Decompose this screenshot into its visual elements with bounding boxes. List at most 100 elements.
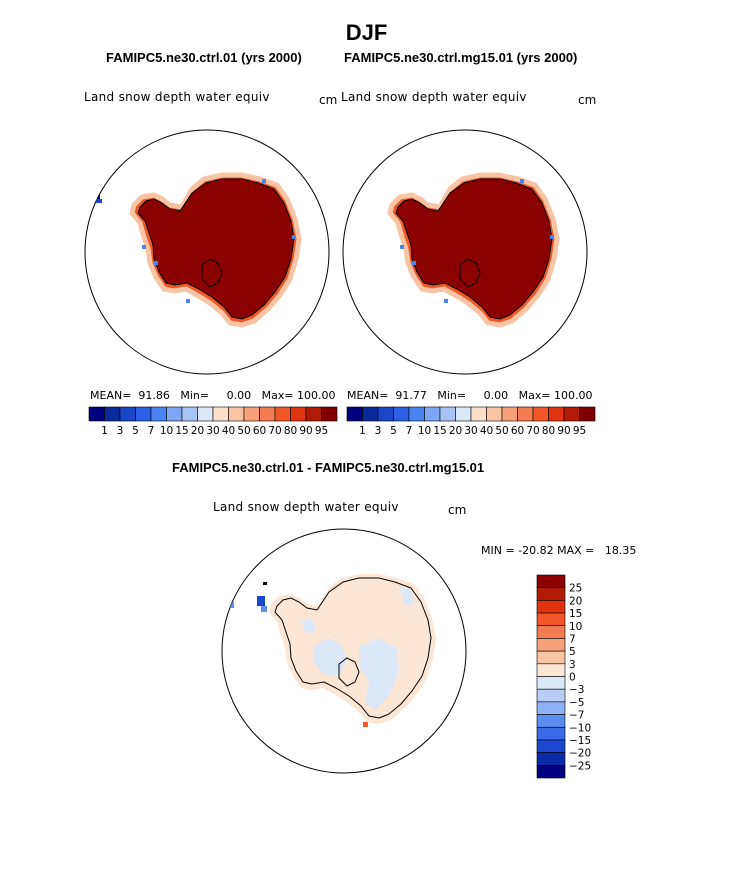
colorbar-diff-tick-label: −7 xyxy=(569,710,584,722)
colorbar-1-tick-label: 3 xyxy=(117,425,124,437)
colorbar-diff-swatch xyxy=(536,650,566,665)
colorbar-diff-swatch xyxy=(536,574,566,588)
colorbar-diff-swatch xyxy=(536,625,566,639)
colorbar-1-tick-label: 1 xyxy=(101,425,108,437)
colorbar-1-tick-label: 80 xyxy=(284,425,297,437)
panel-1-stats: MEAN= 91.86 Min= 0.00 Max= 100.00 xyxy=(90,389,336,402)
colorbar-2-swatch xyxy=(377,406,394,422)
colorbar-2-tick-label: 50 xyxy=(495,425,508,437)
colorbar-diff-tick-label: 5 xyxy=(569,646,576,658)
colorbar-diff-swatch xyxy=(536,701,566,715)
diff-panel-variable-label: Land snow depth water equiv xyxy=(213,500,399,514)
colorbar-2-tick-label: 15 xyxy=(433,425,446,437)
colorbar-2-swatch xyxy=(501,406,518,422)
colorbar-1-tick-label: 5 xyxy=(132,425,139,437)
colorbar-2-swatch xyxy=(439,406,456,422)
colorbar-2-tick-label: 20 xyxy=(449,425,462,437)
colorbar-2-tick-label: 60 xyxy=(511,425,524,437)
colorbar-1-swatch xyxy=(228,406,245,422)
colorbar-1-tick-label: 70 xyxy=(268,425,281,437)
colorbar-2-tick-label: 95 xyxy=(573,425,586,437)
colorbar-2-swatch xyxy=(532,406,549,422)
colorbar-diff-swatch xyxy=(536,688,566,703)
colorbar-1-tick-label: 30 xyxy=(206,425,219,437)
colorbar-1-swatch xyxy=(181,406,198,422)
colorbar-diff-tick-label: 20 xyxy=(569,595,582,607)
colorbar-diff-tick-label: 25 xyxy=(569,583,582,595)
colorbar-1-tick-label: 60 xyxy=(253,425,266,437)
colorbar-1-tick-label: 50 xyxy=(237,425,250,437)
diff-panel-title: FAMIPC5.ne30.ctrl.01 - FAMIPC5.ne30.ctrl… xyxy=(172,460,485,475)
colorbar-1-swatch xyxy=(135,406,152,422)
antarctica-difference-field xyxy=(229,574,436,727)
colorbar-1-tick-label: 7 xyxy=(148,425,155,437)
colorbar-2-swatch xyxy=(486,406,503,422)
colorbar-2-tick-label: 3 xyxy=(375,425,382,437)
map-panel-2 xyxy=(342,129,588,375)
colorbar-1-tick-label: 10 xyxy=(160,425,173,437)
colorbar-2-tick-label: 90 xyxy=(557,425,570,437)
colorbar-1-swatch xyxy=(212,406,229,422)
colorbar-2-swatch xyxy=(455,406,472,422)
colorbar-diff-tick-label: −3 xyxy=(569,684,584,696)
antarctica-snow-field-2 xyxy=(348,172,560,328)
colorbar-diff-tick-label: −10 xyxy=(569,722,591,734)
colorbar-1-swatch xyxy=(305,406,322,422)
panel-2-units-label: cm xyxy=(578,93,597,107)
colorbar-1-swatch xyxy=(290,406,307,422)
colorbar-diff-swatch xyxy=(536,663,566,677)
colorbar-panel-1: 1 3 5 7 10 15 20 30 40 50 60 70 80 90 95 xyxy=(88,406,338,437)
colorbar-2-swatch xyxy=(579,406,596,422)
colorbar-2-tick-label: 7 xyxy=(406,425,413,437)
panel-2-variable-label: Land snow depth water equiv xyxy=(341,90,527,104)
colorbar-2-swatch xyxy=(408,406,425,422)
panel-1-variable-label: Land snow depth water equiv xyxy=(84,90,270,104)
colorbar-1-tick-label: 40 xyxy=(222,425,235,437)
colorbar-diff-tick-label: −15 xyxy=(569,735,591,747)
colorbar-2-swatch xyxy=(362,406,379,422)
map-diff-panel xyxy=(221,528,467,774)
colorbar-2-swatch xyxy=(470,406,487,422)
colorbar-2-tick-label: 70 xyxy=(526,425,539,437)
colorbar-1-swatch xyxy=(166,406,183,422)
colorbar-diff-swatch xyxy=(536,739,566,753)
colorbar-1-swatch xyxy=(259,406,276,422)
colorbar-diff-tick-label: −5 xyxy=(569,697,584,709)
colorbar-1-swatch xyxy=(243,406,260,422)
diff-panel-units-label: cm xyxy=(448,503,467,517)
colorbar-1-swatch xyxy=(150,406,167,422)
colorbar-2-tick-label: 5 xyxy=(390,425,397,437)
colorbar-1-swatch xyxy=(104,406,121,422)
panel-2-stats: MEAN= 91.77 Min= 0.00 Max= 100.00 xyxy=(347,389,593,402)
page-title: DJF xyxy=(345,20,388,45)
colorbar-2-tick-label: 80 xyxy=(542,425,555,437)
colorbar-1-swatch xyxy=(321,406,338,422)
colorbar-2-swatch xyxy=(548,406,565,422)
colorbar-diff-swatch xyxy=(536,676,566,690)
colorbar-diff-swatch xyxy=(536,600,566,614)
antarctica-snow-field-1 xyxy=(92,172,302,328)
colorbar-1-swatch xyxy=(197,406,214,422)
colorbar-2-swatch xyxy=(346,406,363,422)
panel-2-title: FAMIPC5.ne30.ctrl.mg15.01 (yrs 2000) xyxy=(344,50,578,65)
colorbar-diff-tick-label: 15 xyxy=(569,608,582,620)
colorbar-1-tick-label: 95 xyxy=(315,425,328,437)
colorbar-1-swatch xyxy=(274,406,291,422)
panel-1-title: FAMIPC5.ne30.ctrl.01 (yrs 2000) xyxy=(106,50,302,65)
colorbar-2-tick-label: 1 xyxy=(359,425,366,437)
colorbar-2-swatch xyxy=(424,406,441,422)
colorbar-2-tick-label: 10 xyxy=(418,425,431,437)
diff-panel-stats: MIN = -20.82 MAX = 18.35 xyxy=(481,544,637,557)
colorbar-1-swatch xyxy=(119,406,136,422)
colorbar-2-swatch xyxy=(517,406,534,422)
colorbar-diff-swatch xyxy=(536,752,566,766)
colorbar-diff-tick-label: −20 xyxy=(569,748,591,760)
colorbar-diff-swatch xyxy=(536,765,566,779)
colorbar-1-tick-label: 20 xyxy=(191,425,204,437)
colorbar-diff-tick-label: 3 xyxy=(569,659,576,671)
colorbar-diff-swatch xyxy=(536,587,566,601)
colorbar-1-swatch xyxy=(88,406,105,422)
colorbar-2-swatch xyxy=(393,406,410,422)
colorbar-diff-tick-label: 10 xyxy=(569,621,582,633)
